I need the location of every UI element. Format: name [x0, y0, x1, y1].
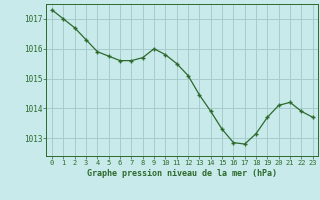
X-axis label: Graphe pression niveau de la mer (hPa): Graphe pression niveau de la mer (hPa)	[87, 169, 277, 178]
